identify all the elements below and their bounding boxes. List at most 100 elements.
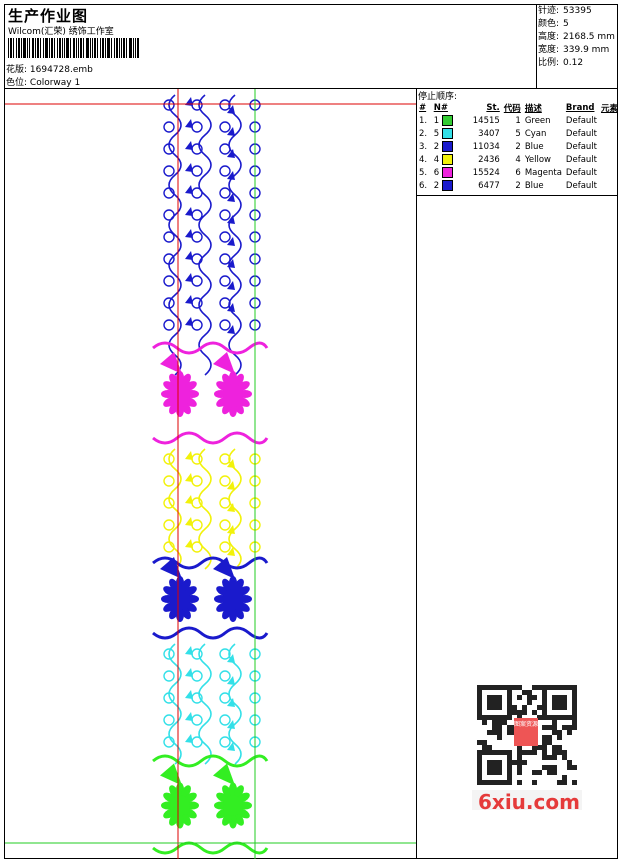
cyan-vine-band-curl xyxy=(163,670,175,682)
color-code: 5 xyxy=(515,128,521,139)
qr-code: 图案资源 xyxy=(472,680,582,810)
needle-number: 1 xyxy=(432,114,462,127)
blue-vine-band-leaf xyxy=(227,193,235,202)
blue-vine-band-leaf xyxy=(185,119,193,128)
brand: Default xyxy=(565,180,597,191)
yellow-vine-band-leaf xyxy=(227,525,235,534)
stat-height: 高度: 2168.5 mm xyxy=(538,32,615,42)
stat-width: 宽度: 339.9 mm xyxy=(538,45,610,55)
magenta-floral-band-border xyxy=(152,341,269,355)
qr-stamp: 图案资源 xyxy=(514,718,538,746)
blue-vine-band-curl xyxy=(219,187,231,199)
yellow-vine-band-curl xyxy=(163,453,175,465)
stitch-count: 6477 xyxy=(478,180,500,191)
blue-vine-band-leaf xyxy=(227,325,235,334)
table-row: 5. 6 15524 6 Magenta Default xyxy=(417,166,620,179)
color-description: Cyan xyxy=(524,128,547,139)
yellow-vine-band-vine xyxy=(198,448,212,570)
color-swatch xyxy=(441,115,453,126)
blue-vine-band-curl xyxy=(163,209,175,221)
yellow-vine-band-leaf xyxy=(227,481,235,490)
color-swatch xyxy=(441,128,453,139)
needle-number: 6 xyxy=(432,166,462,179)
cyan-vine-band-leaf xyxy=(227,720,235,729)
table-header-row: # N# St. 代码 描述 Brand 元素 xyxy=(417,101,620,114)
blue-vine-band-curl xyxy=(163,231,175,243)
blue-vine-band-leaf xyxy=(227,303,235,312)
magenta-floral-band-border xyxy=(152,431,269,445)
cyan-vine-band-leaf xyxy=(185,712,193,721)
row-index: 4. xyxy=(419,154,428,165)
blue-vine-band-curl xyxy=(219,121,231,133)
blue-vine-band-leaf xyxy=(185,251,193,260)
blue-vine-band-leaf xyxy=(227,259,235,268)
magenta-floral-band-flower xyxy=(223,384,243,404)
row-index: 3. xyxy=(419,141,428,152)
cyan-vine-band-leaf xyxy=(227,654,235,663)
needle-number: 2 xyxy=(432,179,462,192)
element xyxy=(599,114,620,127)
blue-vine-band-leaf xyxy=(185,317,193,326)
cyan-vine-band-curl xyxy=(219,736,231,748)
cyan-vine-band-leaf xyxy=(185,690,193,699)
blue-vine-band-curl xyxy=(219,165,231,177)
blue-vine-band-leaf xyxy=(185,97,193,106)
stitch-count: 11034 xyxy=(472,141,500,152)
brand: Default xyxy=(565,154,597,165)
row-index: 2. xyxy=(419,128,428,139)
column-header: 代码 xyxy=(503,103,521,114)
cyan-vine-band-leaf xyxy=(227,676,235,685)
blue-vine-band-curl xyxy=(219,231,231,243)
divider xyxy=(536,4,537,88)
table-row: 3. 2 11034 2 Blue Default xyxy=(417,140,620,153)
green-floral-band-border xyxy=(152,841,269,855)
cyan-vine-band-curl xyxy=(219,692,231,704)
blue-vine-band-leaf xyxy=(185,295,193,304)
cyan-vine-band-curl xyxy=(191,670,203,682)
color-swatch xyxy=(441,167,453,178)
blue-floral-band-leaf xyxy=(213,557,235,579)
design-label: 花版: xyxy=(6,65,28,75)
column-header: 元素 xyxy=(600,103,618,114)
blue-vine-band-leaf xyxy=(227,281,235,290)
brand: Default xyxy=(565,141,597,152)
blue-vine-band-curl xyxy=(219,143,231,155)
yellow-vine-band-curl xyxy=(191,541,203,553)
blue-vine-band-leaf xyxy=(227,105,235,114)
yellow-vine-band-leaf xyxy=(185,517,193,526)
yellow-vine-band-leaf xyxy=(227,547,235,556)
blue-vine-band-curl xyxy=(191,99,203,111)
yellow-vine-band-vine xyxy=(228,448,242,570)
yellow-vine-band-curl xyxy=(163,475,175,487)
blue-vine-band-curl xyxy=(191,319,203,331)
yellow-vine-band-curl xyxy=(219,519,231,531)
blue-vine-band-curl xyxy=(191,275,203,287)
blue-vine-band-curl xyxy=(191,209,203,221)
blue-vine-band-curl xyxy=(219,297,231,309)
blue-vine-band-curl xyxy=(219,99,231,111)
stitch-count: 15524 xyxy=(472,167,500,178)
element xyxy=(599,140,620,153)
element xyxy=(599,153,620,166)
blue-vine-band-vine xyxy=(228,94,242,376)
row-index: 6. xyxy=(419,180,428,191)
magenta-floral-band-flower xyxy=(170,384,190,404)
barcode xyxy=(8,38,139,58)
yellow-vine-band-curl xyxy=(163,519,175,531)
cyan-vine-band-leaf xyxy=(185,646,193,655)
blue-vine-band-leaf xyxy=(185,273,193,282)
divider xyxy=(416,195,618,196)
blue-vine-band-curl xyxy=(163,99,175,111)
color-swatch xyxy=(441,180,453,191)
table-row: 2. 5 3407 5 Cyan Default xyxy=(417,127,620,140)
stitch-count: 2436 xyxy=(478,154,500,165)
blue-vine-band-leaf xyxy=(185,141,193,150)
blue-vine-band-curl xyxy=(163,253,175,265)
cyan-vine-band-leaf xyxy=(227,698,235,707)
cyan-vine-band-curl xyxy=(219,648,231,660)
yellow-vine-band-curl xyxy=(219,475,231,487)
blue-vine-band-curl xyxy=(163,297,175,309)
page-frame xyxy=(4,4,618,859)
blue-floral-band-flower xyxy=(170,589,190,609)
color-code: 6 xyxy=(515,167,521,178)
